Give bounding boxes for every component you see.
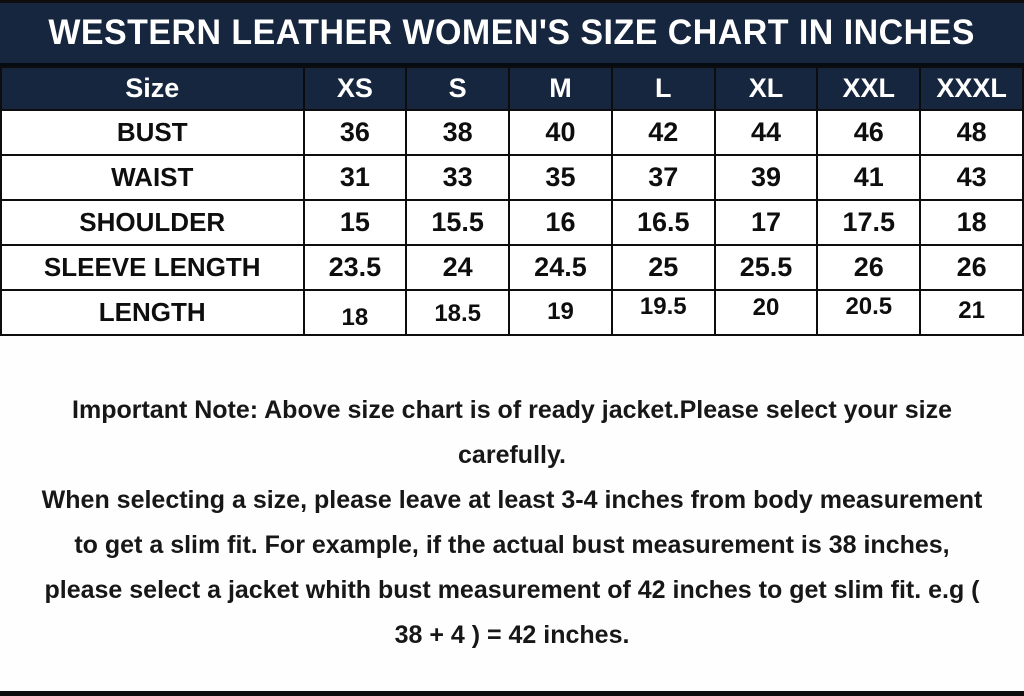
row-label-waist: WAIST [0,154,305,201]
chart-title: WESTERN LEATHER WOMEN'S SIZE CHART IN IN… [48,13,976,52]
cell-waist-xxxl: 43 [919,154,1024,201]
cell-bust-xs: 36 [302,109,408,156]
cell-waist-xl: 39 [713,154,819,201]
cell-length-m: 19 [508,289,613,336]
cell-waist-s: 33 [405,154,511,201]
column-header-xs: XS [302,66,408,111]
cell-waist-m: 35 [508,154,613,201]
cell-length-xs: 18 [302,289,408,336]
cell-bust-xl: 44 [713,109,819,156]
table-row-shoulder: SHOULDER 15 15.5 16 16.5 17 17.5 18 [0,199,1024,246]
table-row-sleeve-length: SLEEVE LENGTH 23.5 24 24.5 25 25.5 26 26 [0,244,1024,291]
cell-length-xxl: 20.5 [816,289,922,336]
cell-bust-l: 42 [610,109,716,156]
cell-length-xs-value: 18 [341,303,369,331]
cell-length-xl: 20 [713,289,819,336]
column-header-xxl: XXL [816,66,922,111]
cell-shoulder-l: 16.5 [610,199,716,246]
column-header-xl: XL [713,66,819,111]
cell-shoulder-xs: 15 [302,199,408,246]
cell-length-xxxl: 21 [919,289,1024,336]
cell-bust-xxl: 46 [816,109,922,156]
cell-sleeve-xxxl: 26 [919,244,1024,291]
cell-sleeve-l: 25 [610,244,716,291]
row-label-shoulder: SHOULDER [0,199,305,246]
cell-length-l: 19.5 [610,289,716,336]
cell-length-l-value: 19.5 [639,292,687,320]
row-label-length: LENGTH [0,289,305,336]
important-note: Important Note: Above size chart is of r… [40,388,985,658]
cell-bust-m: 40 [508,109,613,156]
cell-length-xxxl-value: 21 [958,296,985,324]
cell-sleeve-s: 24 [405,244,511,291]
cell-shoulder-m: 16 [508,199,613,246]
note-paragraph-slim-fit: When selecting a size, please leave at l… [41,486,983,649]
cell-waist-l: 37 [610,154,716,201]
cell-length-s: 18.5 [405,289,511,336]
column-header-m: M [508,66,613,111]
cell-length-m-value: 19 [547,297,574,325]
cell-shoulder-xl: 17 [713,199,819,246]
column-header-size: Size [0,66,305,111]
cell-shoulder-xxxl: 18 [919,199,1024,246]
row-label-bust: BUST [0,109,305,156]
cell-sleeve-xs: 23.5 [302,244,408,291]
chart-title-bar: WESTERN LEATHER WOMEN'S SIZE CHART IN IN… [0,3,1024,66]
cell-sleeve-m: 24.5 [508,244,613,291]
cell-shoulder-xxl: 17.5 [816,199,922,246]
cell-sleeve-xl: 25.5 [713,244,819,291]
table-row-bust: BUST 36 38 40 42 44 46 48 [0,109,1024,156]
cell-waist-xxl: 41 [816,154,922,201]
note-paragraph-ready-jacket: Important Note: Above size chart is of r… [72,396,952,469]
size-table: Size XS S M L XL XXL XXXL BUST 36 38 40 … [0,66,1024,336]
table-row-waist: WAIST 31 33 35 37 39 41 43 [0,154,1024,201]
cell-sleeve-xxl: 26 [816,244,922,291]
cell-length-s-value: 18.5 [434,299,482,327]
cell-shoulder-s: 15.5 [405,199,511,246]
cell-bust-xxxl: 48 [919,109,1024,156]
cell-bust-s: 38 [405,109,511,156]
cell-length-xl-value: 20 [752,293,780,321]
column-header-s: S [405,66,511,111]
row-label-sleeve-length: SLEEVE LENGTH [0,244,305,291]
table-row-length: LENGTH 18 18.5 19 19.5 20 20.5 21 [0,289,1024,336]
column-header-xxxl: XXXL [919,66,1024,111]
cell-length-xxl-value: 20.5 [845,292,893,320]
size-table-header-row: Size XS S M L XL XXL XXXL [0,66,1024,111]
cell-waist-xs: 31 [302,154,408,201]
column-header-l: L [610,66,716,111]
